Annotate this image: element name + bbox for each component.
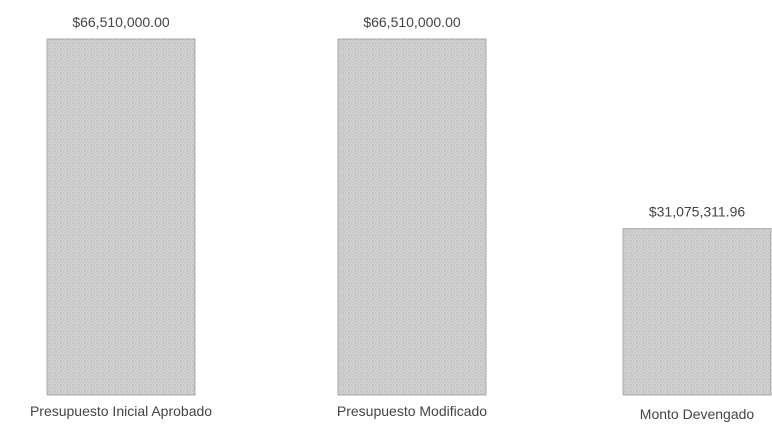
category-label-3: Monto Devengado bbox=[640, 406, 755, 422]
value-label-3: $31,075,311.96 bbox=[649, 204, 745, 220]
category-labels-group: Presupuesto Inicial Aprobado Presupuesto … bbox=[30, 403, 754, 422]
bars-group bbox=[46, 38, 772, 396]
value-label-1: $66,510,000.00 bbox=[72, 14, 170, 30]
bar-3 bbox=[622, 228, 772, 396]
bar-1 bbox=[46, 38, 196, 396]
category-label-1: Presupuesto Inicial Aprobado bbox=[30, 403, 212, 419]
bar-2 bbox=[337, 38, 487, 396]
category-label-2: Presupuesto Modificado bbox=[337, 403, 487, 419]
value-label-2: $66,510,000.00 bbox=[363, 14, 461, 30]
value-labels-group: $66,510,000.00 $66,510,000.00 $31,075,311.… bbox=[72, 14, 745, 220]
